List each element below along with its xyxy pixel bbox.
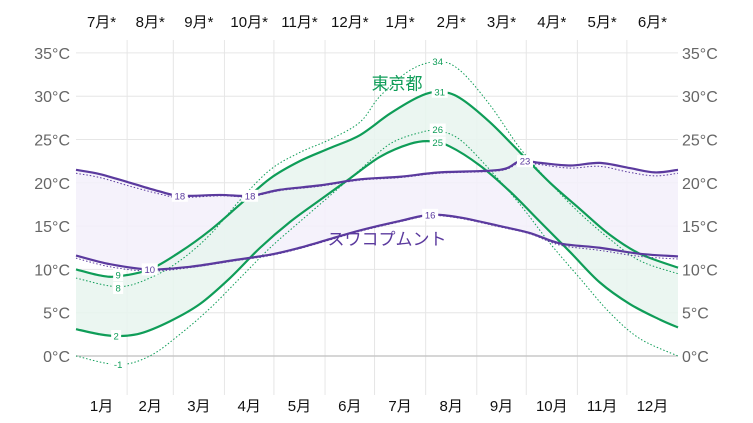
point-label-background xyxy=(429,55,446,68)
point-label: 25 xyxy=(432,138,443,149)
x-tick-label-top: 3月* xyxy=(487,14,516,31)
x-tick-label-bottom: 4月 xyxy=(238,398,261,415)
x-tick-label-top: 12月* xyxy=(331,14,369,31)
x-tick-label-bottom: 10月 xyxy=(536,398,568,415)
x-tick-label-bottom: 12月 xyxy=(637,398,669,415)
swakop-high-line xyxy=(75,159,679,198)
x-tick-label-bottom: 5月 xyxy=(288,398,311,415)
y-tick-label-right: 35°C xyxy=(682,46,718,63)
point-label-background xyxy=(171,189,188,202)
y-tick-label-right: 10°C xyxy=(682,262,718,279)
y-tick-label-left: 0°C xyxy=(43,349,70,366)
x-tick-label-bottom: 9月 xyxy=(490,398,513,415)
series-lines xyxy=(75,61,679,366)
point-label: 8 xyxy=(115,284,120,295)
tokyo-high-line xyxy=(75,90,679,278)
y-tick-label-left: 5°C xyxy=(43,306,70,323)
point-label-background xyxy=(431,85,448,98)
x-tick-label-bottom: 3月 xyxy=(187,398,210,415)
x-tick-label-top: 9月* xyxy=(184,14,213,31)
point-label-background xyxy=(110,358,127,371)
point-label: -1 xyxy=(114,360,122,371)
x-tick-label-bottom: 2月 xyxy=(139,398,162,415)
swakop-high-alt-line xyxy=(75,162,679,199)
point-label: 23 xyxy=(520,157,531,168)
y-tick-label-right: 25°C xyxy=(682,133,718,150)
point-label-background xyxy=(141,263,158,276)
y-tick-label-right: 15°C xyxy=(682,219,718,236)
tokyo-low-alt-line xyxy=(75,129,679,366)
y-tick-label-right: 20°C xyxy=(682,176,718,193)
swakop-low-line xyxy=(75,213,679,271)
point-label-background xyxy=(429,136,446,149)
point-label-background xyxy=(113,269,124,282)
x-tick-label-top: 10月* xyxy=(230,14,268,31)
series-label: 東京都 xyxy=(372,74,423,93)
series-label: スワコプムント xyxy=(328,230,447,249)
x-tick-label-bottom: 11月 xyxy=(587,398,618,415)
y-tick-label-left: 30°C xyxy=(34,89,70,106)
point-label: 2 xyxy=(113,332,118,343)
point-label: 34 xyxy=(432,57,443,68)
y-tick-label-left: 25°C xyxy=(34,133,70,150)
point-label: 18 xyxy=(245,191,256,202)
tokyo-low-line xyxy=(75,139,679,338)
point-label: 10 xyxy=(144,265,155,276)
point-label: 26 xyxy=(432,125,443,136)
x-tick-label-top: 5月* xyxy=(588,14,617,31)
point-label-background xyxy=(422,208,439,221)
point-label-background xyxy=(242,189,259,202)
x-tick-label-top: 7月* xyxy=(87,14,116,31)
point-label: 16 xyxy=(425,210,436,221)
y-tick-label-right: 0°C xyxy=(682,349,709,366)
y-tick-label-left: 35°C xyxy=(34,46,70,63)
point-label-background xyxy=(113,282,124,295)
x-tick-label-top: 2月* xyxy=(437,14,466,31)
x-tick-label-top: 6月* xyxy=(638,14,667,31)
y-tick-label-left: 15°C xyxy=(34,219,70,236)
point-label-background xyxy=(516,155,533,168)
x-tick-label-bottom: 7月 xyxy=(388,398,411,415)
range-bands xyxy=(76,91,678,337)
x-tick-label-bottom: 6月 xyxy=(338,398,361,415)
axes: 0°C 0°C 5°C 5°C 10°C 10°C 15°C 15°C 20°C 20°C 25°C… xyxy=(34,14,718,415)
swakop-low-alt-line xyxy=(75,215,679,272)
x-tick-label-bottom: 1月 xyxy=(90,398,113,415)
tokyo-range-band xyxy=(76,91,678,337)
x-tick-label-top: 1月* xyxy=(385,14,414,31)
point-label: 31 xyxy=(434,87,445,98)
y-tick-label-right: 30°C xyxy=(682,89,718,106)
point-label: 18 xyxy=(175,191,186,202)
y-tick-label-left: 20°C xyxy=(34,176,70,193)
y-tick-label-right: 5°C xyxy=(682,306,709,323)
point-label: 9 xyxy=(115,271,120,282)
x-tick-label-top: 8月* xyxy=(136,14,165,31)
point-label-background xyxy=(111,330,122,343)
y-tick-label-left: 10°C xyxy=(34,262,70,279)
x-tick-label-top: 4月* xyxy=(537,14,566,31)
point-label-background xyxy=(429,123,446,136)
x-tick-label-top: 11月* xyxy=(281,14,318,31)
x-tick-label-bottom: 8月 xyxy=(440,398,463,415)
